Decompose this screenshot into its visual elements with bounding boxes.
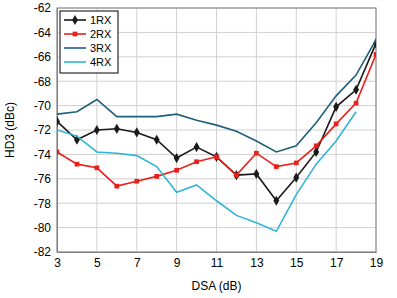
tick-label: 11 (211, 256, 224, 270)
tick: -68 (34, 75, 57, 89)
marker (254, 151, 259, 156)
tick-label: -80 (34, 221, 52, 235)
plot: 3 5 7 9 11 13 15 17 19 -82 -80 -78 -76 -74 -72 -70 -68 -6… (34, 1, 384, 269)
tick-label: 19 (370, 256, 384, 270)
tick: 3 (54, 252, 61, 270)
tick-label: 17 (330, 256, 344, 270)
y-axis-title: HD3 (dBc) (3, 102, 17, 158)
series-line (57, 43, 376, 200)
marker (273, 196, 279, 206)
tick: 5 (94, 252, 101, 270)
marker (334, 122, 339, 127)
legend-label: 1RX (90, 14, 112, 26)
marker (75, 162, 80, 167)
tick: 17 (330, 252, 344, 270)
tick: -78 (34, 197, 57, 211)
marker (194, 142, 200, 152)
marker (114, 184, 119, 189)
tick: -66 (34, 50, 57, 64)
grid-line-y (57, 178, 376, 179)
legend-marker (72, 15, 78, 25)
marker (94, 125, 100, 135)
legend-label: 2RX (90, 28, 112, 40)
grid-line-y (57, 227, 376, 228)
marker (174, 168, 179, 173)
legend-swatch (64, 61, 86, 63)
plot-frame (57, 8, 376, 252)
legend-label: 4RX (90, 56, 112, 68)
marker (194, 159, 199, 164)
marker (333, 102, 339, 112)
tick: 11 (211, 252, 224, 270)
marker (114, 124, 120, 134)
marker (353, 85, 359, 95)
tick: -74 (34, 148, 57, 162)
tick-label: -66 (34, 50, 52, 64)
x-axis: 3 5 7 9 11 13 15 17 19 (54, 252, 383, 270)
tick-label: 7 (134, 256, 141, 270)
marker (134, 179, 139, 184)
marker (214, 154, 219, 159)
series-line (57, 54, 376, 186)
tick-label: -78 (34, 197, 52, 211)
legend-swatch (64, 47, 86, 49)
tick: 19 (370, 252, 384, 270)
series-line (57, 112, 356, 232)
tick: -82 (34, 245, 57, 259)
legend-label: 3RX (90, 42, 112, 54)
legend-box (60, 11, 118, 73)
marker (234, 173, 239, 178)
grid (57, 8, 376, 252)
marker (374, 52, 376, 57)
grid-line-y (57, 81, 376, 82)
tick-label: -82 (34, 245, 52, 259)
tick-label: 13 (250, 256, 264, 270)
tick-label: 3 (54, 256, 61, 270)
tick: -62 (34, 1, 57, 15)
tick-label: 5 (94, 256, 101, 270)
tick: -72 (34, 123, 57, 137)
marker (314, 144, 319, 149)
x-axis-title: DSA (dB) (191, 279, 241, 293)
marker (253, 169, 259, 179)
tick-label: 9 (174, 256, 181, 270)
marker (294, 161, 299, 166)
marker (154, 135, 160, 145)
marker (57, 150, 59, 155)
y-axis: -82 -80 -78 -76 -74 -72 -70 -68 -66 -64 -62 (34, 1, 58, 259)
tick-label: -68 (34, 75, 52, 89)
marker (154, 174, 159, 179)
marker (354, 101, 359, 106)
tick: 7 (134, 252, 141, 270)
marker (274, 164, 279, 169)
chart: 3 5 7 9 11 13 15 17 19 -82 -80 -78 -76 -74 -72 -70 -68 -6… (0, 0, 397, 298)
tick: 13 (250, 252, 264, 270)
marker (214, 152, 220, 162)
marker (95, 165, 100, 170)
tick-label: 15 (290, 256, 304, 270)
tick-label: -64 (34, 26, 52, 40)
tick-label: -62 (34, 1, 52, 15)
tick-label: -70 (34, 99, 52, 113)
tick-label: -72 (34, 123, 52, 137)
series-line (57, 40, 376, 152)
marker (233, 170, 239, 180)
legend: 1RX 2RX 3RX 4RX (60, 11, 118, 73)
tick: -80 (34, 221, 57, 235)
grid-line-y (57, 203, 376, 204)
tick: -64 (34, 26, 57, 40)
marker (134, 127, 140, 137)
tick: -70 (34, 99, 57, 113)
legend-marker (73, 32, 78, 37)
marker (57, 116, 60, 126)
tick: -76 (34, 172, 57, 186)
tick-label: -74 (34, 148, 52, 162)
tick: 9 (174, 252, 181, 270)
marker (293, 172, 299, 182)
marker (174, 153, 180, 163)
tick: 15 (290, 252, 304, 270)
series-group (57, 38, 376, 231)
tick-label: -76 (34, 172, 52, 186)
